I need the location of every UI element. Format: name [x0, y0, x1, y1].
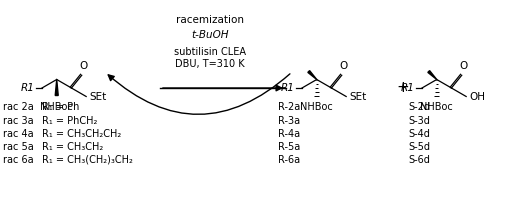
Text: R-2a: R-2a — [278, 102, 300, 112]
Text: NHBoc: NHBoc — [40, 102, 73, 112]
Text: S-5d: S-5d — [408, 142, 430, 152]
FancyArrowPatch shape — [108, 74, 290, 114]
Text: DBU, T=310 K: DBU, T=310 K — [175, 59, 245, 69]
Text: rac 4a: rac 4a — [3, 129, 34, 139]
Text: O: O — [459, 61, 468, 71]
Text: S-2d: S-2d — [408, 102, 430, 112]
Text: rac 6a: rac 6a — [3, 155, 34, 165]
Text: R₁ = Ph: R₁ = Ph — [42, 102, 79, 112]
Text: O: O — [80, 61, 88, 71]
Text: R1: R1 — [21, 83, 35, 93]
Text: NHBoc: NHBoc — [420, 102, 453, 112]
Text: R-3a: R-3a — [278, 116, 300, 126]
Text: S-6d: S-6d — [408, 155, 430, 165]
Text: SEt: SEt — [349, 92, 366, 102]
Polygon shape — [308, 71, 316, 79]
Text: R₁ = PhCH₂: R₁ = PhCH₂ — [42, 116, 97, 126]
Polygon shape — [428, 71, 437, 79]
Text: rac 3a: rac 3a — [3, 116, 34, 126]
Text: SEt: SEt — [89, 92, 106, 102]
Text: R₁ = CH₃CH₂CH₂: R₁ = CH₃CH₂CH₂ — [42, 129, 121, 139]
Text: t-BuOH: t-BuOH — [191, 30, 229, 40]
Text: +: + — [397, 80, 409, 96]
Text: O: O — [340, 61, 348, 71]
Text: R₁ = CH₃CH₂: R₁ = CH₃CH₂ — [42, 142, 103, 152]
Text: rac 2a: rac 2a — [3, 102, 34, 112]
Text: R1: R1 — [401, 83, 415, 93]
Text: R1: R1 — [281, 83, 295, 93]
Text: S-3d: S-3d — [408, 116, 430, 126]
Polygon shape — [55, 79, 58, 96]
Text: rac 5a: rac 5a — [3, 142, 34, 152]
Text: R₁ = CH₃(CH₂)₃CH₂: R₁ = CH₃(CH₂)₃CH₂ — [42, 155, 133, 165]
Text: OH: OH — [469, 92, 485, 102]
Text: R-5a: R-5a — [278, 142, 300, 152]
Text: R-6a: R-6a — [278, 155, 300, 165]
Text: subtilisin CLEA: subtilisin CLEA — [174, 47, 246, 57]
Text: S-4d: S-4d — [408, 129, 430, 139]
Text: racemization: racemization — [176, 15, 244, 25]
Text: R-4a: R-4a — [278, 129, 300, 139]
Text: NHBoc: NHBoc — [300, 102, 333, 112]
